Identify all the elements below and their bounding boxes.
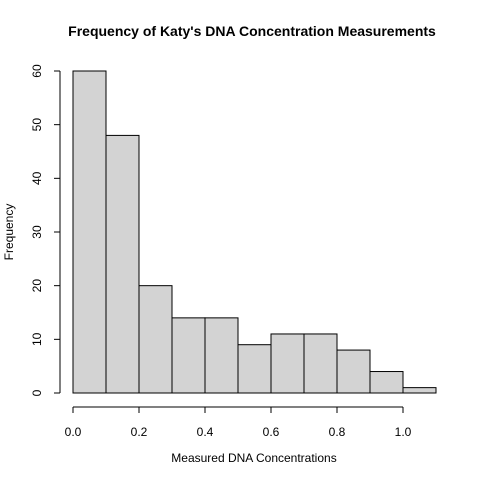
x-tick-label: 0.4 bbox=[197, 425, 214, 439]
histogram-bar bbox=[237, 344, 272, 394]
histogram-bar bbox=[138, 285, 173, 394]
y-tick-label: 50 bbox=[30, 118, 44, 132]
x-axis: 0.0 0.2 0.4 0.6 0.8 1.0 bbox=[65, 406, 412, 439]
y-tick-label: 10 bbox=[30, 332, 44, 346]
histogram-bar bbox=[204, 317, 239, 394]
y-tick-label: 30 bbox=[30, 225, 44, 239]
histogram-bar bbox=[402, 387, 437, 394]
histogram-bar bbox=[105, 134, 140, 394]
x-tick-label: 0.8 bbox=[329, 425, 346, 439]
bars-group bbox=[72, 70, 437, 394]
histogram-bar bbox=[171, 317, 206, 394]
x-tick-label: 1.0 bbox=[395, 425, 412, 439]
histogram-bar bbox=[72, 70, 107, 394]
y-tick-label: 0 bbox=[30, 389, 44, 396]
histogram-bar bbox=[303, 333, 338, 394]
x-tick-label: 0.6 bbox=[263, 425, 280, 439]
y-tick-label: 40 bbox=[30, 171, 44, 185]
y-axis: 0 10 20 30 40 50 60 bbox=[30, 64, 61, 396]
x-tick-label: 0.0 bbox=[65, 425, 82, 439]
y-tick-label: 20 bbox=[30, 279, 44, 293]
chart-title: Frequency of Katy's DNA Concentration Me… bbox=[68, 23, 436, 39]
x-tick-label: 0.2 bbox=[131, 425, 148, 439]
x-axis-label: Measured DNA Concentrations bbox=[171, 451, 336, 465]
y-axis-label: Frequency bbox=[2, 204, 16, 261]
y-tick-label: 60 bbox=[30, 64, 44, 78]
histogram-bar bbox=[336, 349, 371, 394]
histogram-bar bbox=[270, 333, 305, 394]
histogram-bar bbox=[369, 371, 404, 394]
